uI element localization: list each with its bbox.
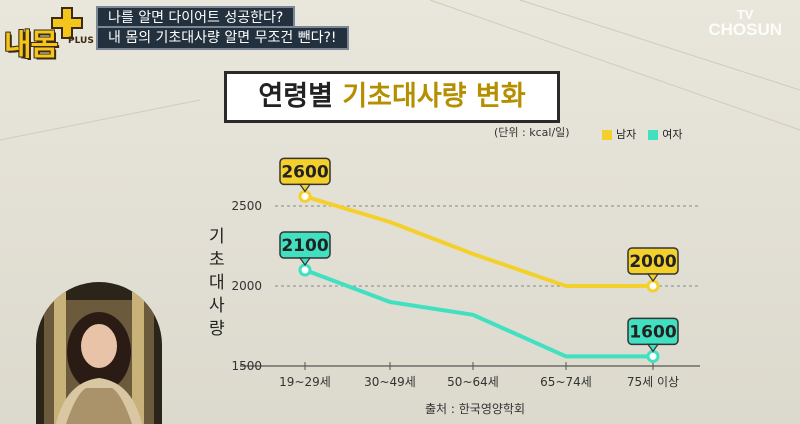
- x-tick-label: 65~74세: [540, 375, 592, 389]
- y-tick-label: 1500: [231, 359, 262, 373]
- data-label: 2000: [629, 252, 676, 272]
- y-axis-label: 기초대사량: [209, 227, 225, 339]
- data-point: [298, 189, 312, 203]
- x-tick-label: 30~49세: [364, 375, 416, 389]
- legend-swatch-male: [602, 130, 612, 140]
- logo-sub-text: PLUS: [68, 36, 94, 46]
- callout-pointer: [646, 273, 660, 283]
- callout-pointer: [646, 343, 660, 353]
- legend-swatch-female: [648, 130, 659, 140]
- broadcaster-name: CHOSUN: [708, 20, 782, 39]
- unit-label: (단위 : kcal/일): [494, 126, 570, 139]
- data-point: [298, 263, 312, 277]
- broadcaster-tv: TV: [736, 7, 754, 22]
- data-label: 1600: [629, 322, 676, 342]
- chart-legend: 남자 여자: [602, 126, 683, 142]
- chart-title: 연령별 기초대사량 변화: [224, 71, 560, 123]
- x-tick-label: 50~64세: [447, 375, 499, 389]
- program-logo: 내몸 PLUS: [4, 6, 96, 68]
- data-point: [646, 349, 660, 363]
- chart-title-prefix: 연령별: [258, 81, 343, 112]
- data-point: [646, 279, 660, 293]
- legend-item-male: 남자: [602, 126, 636, 142]
- legend-label-female: 여자: [662, 128, 683, 141]
- broadcaster-logo: TV CHOSUN: [708, 8, 782, 39]
- callout-pointer: [298, 257, 312, 267]
- data-label: 2100: [281, 236, 328, 256]
- series-line-0: [304, 194, 653, 288]
- y-tick-label: 2500: [231, 199, 262, 213]
- callout-pointer: [298, 183, 312, 193]
- chart-title-highlight: 기초대사량 변화: [342, 81, 526, 112]
- caption-line-2: 내 몸의 기초대사량 알면 무조건 뺀다?!: [96, 26, 349, 50]
- source-label: 출처 : 한국영양학회: [425, 402, 525, 416]
- legend-item-female: 여자: [648, 126, 683, 142]
- legend-label-male: 남자: [616, 128, 637, 141]
- x-tick-label: 19~29세: [279, 375, 331, 389]
- logo-text: 내몸: [4, 28, 58, 63]
- x-tick-label: 75세 이상: [627, 375, 679, 389]
- plus-icon: [51, 7, 83, 39]
- series-line-1: [304, 268, 653, 359]
- data-label: 2600: [281, 162, 328, 182]
- y-tick-label: 2000: [231, 279, 262, 293]
- presenter-video: [36, 282, 162, 424]
